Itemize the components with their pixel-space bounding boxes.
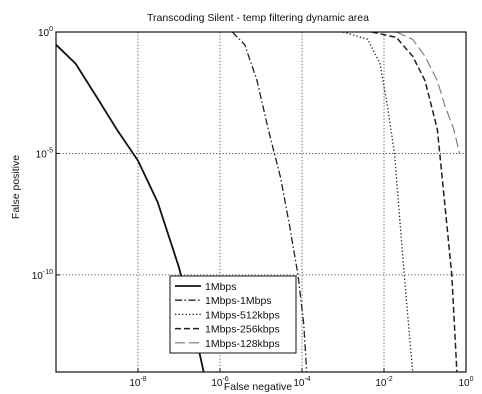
series-line-5 [396, 32, 459, 153]
chart-title: Transcoding Silent - temp filtering dyna… [147, 12, 369, 24]
x-tick-label: 10-8 [129, 376, 146, 389]
y-tick-label: 10-5 [36, 147, 53, 160]
y-tick-label: 10-10 [32, 269, 53, 282]
x-tick-label: 10-2 [375, 376, 392, 389]
legend-label: 1Mbps [205, 281, 237, 293]
series-line-3 [343, 32, 413, 372]
legend-label: 1Mbps-512kbps [205, 309, 280, 321]
x-tick-label: 10-4 [293, 376, 310, 389]
y-axis-label: False positive [10, 155, 22, 219]
x-tick-label: 100 [458, 376, 473, 389]
series-line-4 [372, 32, 457, 372]
legend-label: 1Mbps-128kbps [205, 338, 280, 350]
legend-label: 1Mbps-1Mbps [205, 295, 272, 307]
legend-label: 1Mbps-256kbps [205, 324, 280, 336]
legend: 1Mbps 1Mbps-1Mbps 1Mbps-512kbps 1Mbps-256kb… [170, 276, 296, 353]
y-tick-label: 100 [38, 26, 53, 39]
x-axis-label: False negative [224, 381, 292, 393]
